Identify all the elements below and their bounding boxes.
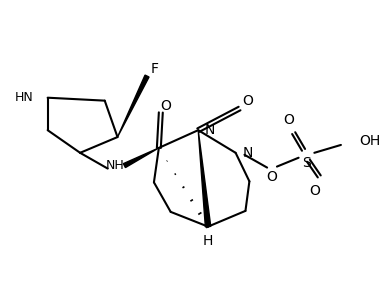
Text: S: S (302, 156, 311, 170)
Polygon shape (124, 148, 159, 168)
Text: OH: OH (360, 134, 381, 148)
Text: O: O (267, 170, 278, 184)
Text: O: O (160, 99, 171, 113)
Text: N: N (242, 146, 253, 160)
Polygon shape (117, 75, 149, 137)
Text: N: N (205, 123, 215, 137)
Text: H: H (203, 234, 213, 248)
Text: F: F (151, 62, 159, 76)
Text: O: O (309, 184, 320, 198)
Text: NH: NH (106, 159, 125, 172)
Text: O: O (242, 94, 253, 108)
Polygon shape (198, 130, 211, 227)
Text: O: O (283, 113, 294, 127)
Text: HN: HN (15, 91, 34, 104)
